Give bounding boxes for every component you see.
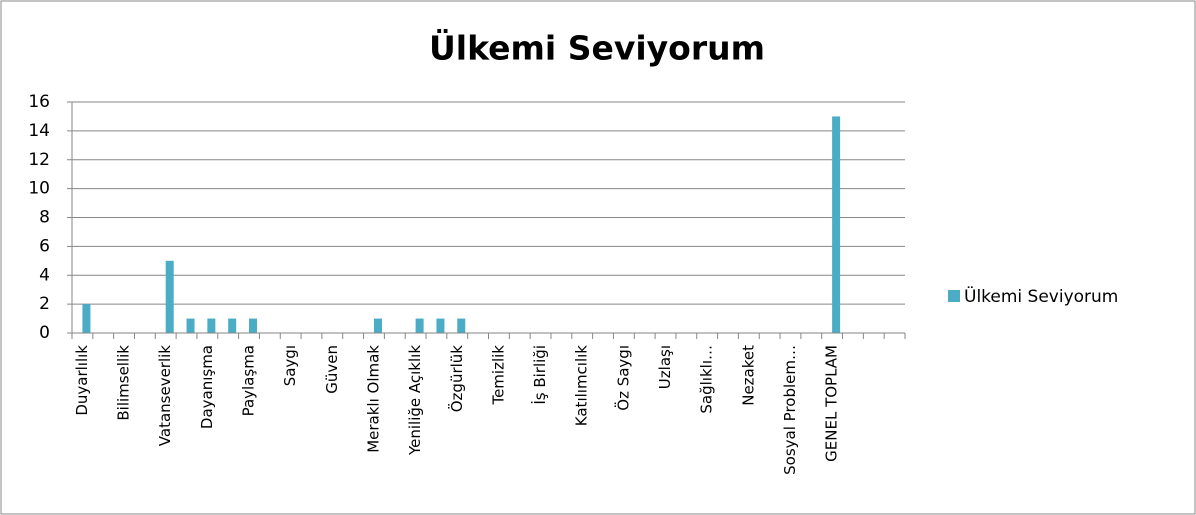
y-tick-label: 0 bbox=[39, 323, 50, 343]
x-tick-label: Sağlıklı… bbox=[698, 345, 716, 414]
x-tick-label: Duyarlılık bbox=[73, 345, 91, 416]
chart-title: Ülkemi Seviyorum bbox=[429, 28, 765, 68]
y-tick-label: 8 bbox=[39, 208, 50, 228]
x-tick-label: Sosyal Problem… bbox=[781, 345, 799, 475]
legend-swatch bbox=[948, 290, 960, 302]
y-tick-label: 6 bbox=[39, 236, 50, 256]
x-tick-label: Katılımcılık bbox=[573, 345, 591, 427]
bar bbox=[249, 318, 258, 333]
bar bbox=[373, 318, 382, 333]
y-tick-label: 2 bbox=[39, 294, 50, 314]
bar bbox=[832, 116, 841, 333]
y-tick-label: 14 bbox=[28, 121, 50, 141]
bar bbox=[415, 318, 424, 333]
x-tick-label: Paylaşma bbox=[240, 345, 258, 416]
x-tick-label: Özgürlük bbox=[447, 345, 466, 413]
bar bbox=[186, 318, 195, 333]
x-tick-label: Nezaket bbox=[739, 345, 757, 406]
y-tick-label: 4 bbox=[39, 265, 50, 285]
bar bbox=[436, 318, 445, 333]
x-tick-label: Temizlik bbox=[489, 345, 507, 406]
x-tick-label: GENEL TOPLAM bbox=[823, 345, 841, 462]
bar bbox=[165, 260, 174, 333]
x-tick-label: Saygı bbox=[281, 345, 299, 386]
y-tick-label: 12 bbox=[28, 150, 50, 170]
x-tick-label: Yeniliğe Açıklık bbox=[406, 345, 424, 456]
x-tick-label: Bilimsellik bbox=[115, 345, 133, 421]
x-tick-label: İş Birliği bbox=[530, 345, 549, 405]
x-tick-label: Meraklı Olmak bbox=[364, 345, 382, 453]
bar bbox=[82, 304, 91, 333]
y-tick-label: 10 bbox=[28, 179, 50, 199]
x-tick-label: Dayanışma bbox=[198, 345, 216, 429]
x-tick-label: Vatanseverlik bbox=[156, 345, 174, 447]
bar bbox=[207, 318, 216, 333]
legend-label: Ülkemi Seviyorum bbox=[964, 285, 1118, 307]
y-tick-label: 16 bbox=[28, 92, 50, 112]
x-tick-label: Güven bbox=[323, 345, 341, 394]
x-tick-label: Öz Saygı bbox=[613, 345, 632, 411]
x-tick-label: Uzlaşı bbox=[656, 345, 674, 389]
bar bbox=[457, 318, 466, 333]
bar bbox=[228, 318, 237, 333]
